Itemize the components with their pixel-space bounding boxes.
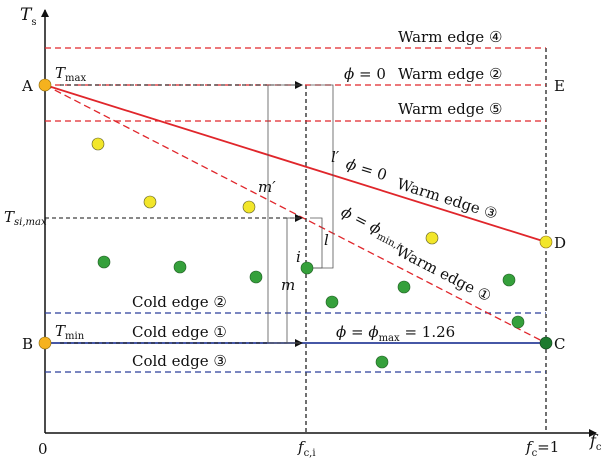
phi-zero-top: ϕ = 0 xyxy=(344,65,386,83)
origin-label: 0 xyxy=(38,440,48,458)
point-A xyxy=(38,78,52,92)
phi-min-i: ϕ = ϕmin,i xyxy=(337,203,407,253)
fc1-tick-label: fc=1 xyxy=(525,438,559,459)
green-point xyxy=(511,315,525,329)
y-axis-label: Ts xyxy=(20,5,36,28)
warm-edge-3-line xyxy=(44,84,547,243)
cold-edge-2-label: Cold edge ② xyxy=(132,293,227,311)
dim-m: m xyxy=(281,276,295,294)
cold-edge-1-label: Cold edge ① xyxy=(132,323,227,341)
label-C: C xyxy=(554,335,565,353)
x-axis-label: fc xyxy=(589,431,602,453)
tmax-label: Tmax xyxy=(55,64,86,84)
warm-edge-2-label: Warm edge ② xyxy=(398,65,502,83)
dim-m-prime: m′ xyxy=(258,178,276,196)
green-point xyxy=(249,270,263,284)
green-point-i xyxy=(300,261,314,275)
cold-edge-3-label: Cold edge ③ xyxy=(132,352,227,370)
label-A: A xyxy=(21,77,33,95)
green-point xyxy=(97,255,111,269)
green-point xyxy=(375,355,389,369)
label-B: B xyxy=(22,335,33,353)
label-D: D xyxy=(554,234,566,252)
yellow-point xyxy=(425,231,439,245)
yellow-point xyxy=(143,195,157,209)
fci-tick-label: fc,i xyxy=(297,438,316,459)
green-point xyxy=(325,295,339,309)
dimension-brackets xyxy=(267,84,334,344)
yellow-point xyxy=(91,137,105,151)
green-point xyxy=(173,260,187,274)
dim-l-prime: l′ xyxy=(331,148,340,166)
yellow-point xyxy=(242,200,256,214)
warm-edge-4-label: Warm edge ④ xyxy=(398,28,502,46)
point-B xyxy=(38,336,52,350)
point-C xyxy=(539,336,553,350)
green-point xyxy=(397,280,411,294)
label-E: E xyxy=(554,77,565,95)
warm-edge-5-label: Warm edge ⑤ xyxy=(398,100,502,118)
green-point xyxy=(502,273,516,287)
tsimax-label: Tsi,max xyxy=(4,208,47,228)
point-D xyxy=(539,235,553,249)
tmin-label: Tmin xyxy=(55,322,85,342)
dim-l: l xyxy=(324,231,329,249)
label-i: i xyxy=(296,248,301,266)
data-points xyxy=(91,137,525,369)
warm-edge-1-label: Warm edge ① xyxy=(393,242,494,306)
phi-max: ϕ = ϕmax = 1.26 xyxy=(336,323,455,344)
